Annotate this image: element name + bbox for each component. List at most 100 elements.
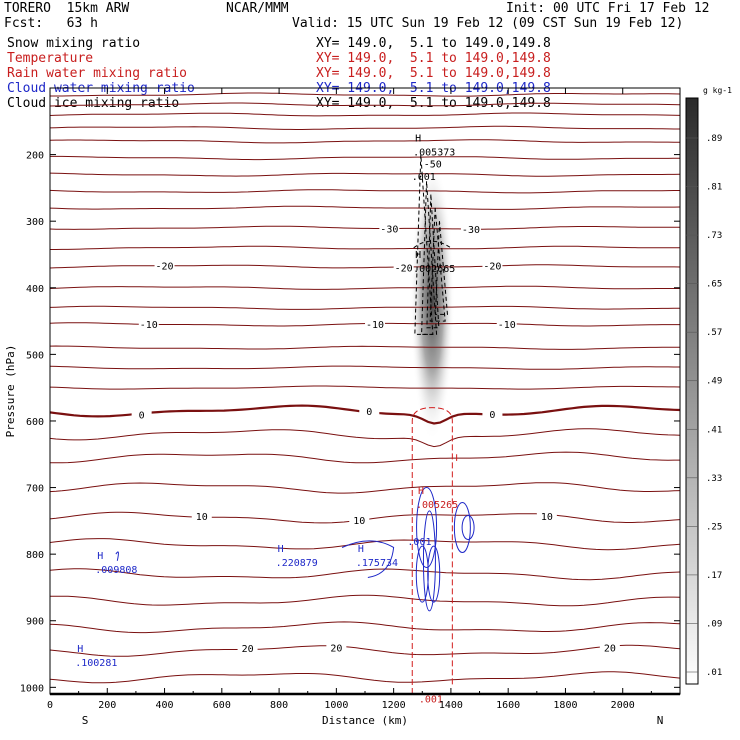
x-end-label-left: S [82, 714, 89, 727]
y-tick-label: 500 [26, 350, 44, 361]
rain-max-h: H [418, 486, 424, 497]
isotherm-label-bg [482, 408, 503, 421]
colorbar-tick-label: .25 [706, 522, 722, 532]
isotherm-label-bg [349, 513, 370, 526]
isotherm-line [50, 155, 680, 161]
center-label: NCAR/MMM [226, 1, 289, 16]
isotherm-label: 10 [353, 516, 365, 527]
isotherm-label-bg [393, 261, 414, 274]
isotherm-label-bg [154, 259, 175, 272]
x-end-label-right: N [657, 714, 664, 727]
isotherm-label-bg [599, 641, 620, 654]
legend-rain-name: Rain water mixing ratio [7, 66, 188, 81]
cloud-water-contour [461, 515, 475, 541]
y-tick-label: 700 [26, 484, 44, 495]
isotherm-label-bg [191, 510, 212, 523]
isotherm-line [49, 264, 681, 269]
isotherm-line [49, 644, 681, 657]
cloud-water-max-value: .175734 [356, 558, 398, 569]
cloud-water-max-h: H [77, 644, 83, 655]
colorbar-tick-label: .73 [706, 231, 722, 241]
isotherm-line [49, 385, 681, 390]
colorbar-bar [685, 97, 699, 685]
colorbar-tick-label: .57 [706, 328, 722, 338]
isotherm-label: 0 [139, 410, 145, 421]
snow-contour [429, 207, 446, 322]
isotherm-line [50, 451, 680, 464]
y-tick-label: 800 [26, 550, 44, 561]
chart-axes: 0 200 400 600 800 1000 1200 1400 1600 1800 2000200… [4, 87, 681, 727]
shading-colorbar: g kg-1 .89 .81 .73 .65 .57 .49 .41 .33 .25 .17 .09.… [685, 86, 732, 685]
isotherm-line [49, 538, 681, 551]
snow-max-value: .002665 [413, 264, 455, 275]
x-tick-label: 1600 [496, 700, 520, 711]
colorbar-tick-label: .89 [706, 134, 722, 144]
isotherm-label: -30 [380, 224, 398, 235]
isotherm-line [49, 125, 680, 130]
isotherm-label: -10 [140, 320, 158, 331]
isotherm-line [49, 365, 680, 370]
isotherm-line [49, 621, 681, 634]
isotherm-label-bg [460, 222, 481, 235]
isotherm-line [49, 305, 680, 310]
x-tick-label: 400 [156, 700, 174, 711]
colorbar-unit: g kg-1 [703, 86, 732, 95]
valid-time: Valid: 15 UTC Sun 19 Feb 12 (09 CST Sun … [292, 16, 684, 31]
plot-frame [49, 87, 681, 695]
snow-contour [434, 221, 448, 315]
isotherm-label: 20 [330, 644, 342, 655]
isotherm-line [49, 345, 680, 350]
cloud-water-max-h: H [97, 551, 103, 562]
y-tick-label: 1000 [20, 683, 44, 694]
cloud-water-contour [115, 551, 119, 561]
x-tick-label: 200 [98, 700, 116, 711]
snow-shading-layer [410, 161, 455, 442]
cloud-water-max-h: H [358, 544, 364, 555]
x-tick-label: 600 [213, 700, 231, 711]
colorbar-tick-label: .65 [706, 280, 722, 290]
isotherm-label-bg [326, 641, 347, 654]
snow-contour [414, 154, 434, 335]
isotherm-label: -10 [366, 320, 384, 331]
isotherm-line [50, 92, 681, 97]
cloud-water-max-value: .001 [407, 537, 431, 548]
isotherm-label: 20 [604, 643, 616, 654]
isotherm-line [49, 172, 681, 177]
x-tick-label: 2000 [611, 700, 635, 711]
isotherm-line [49, 594, 681, 607]
isotherm-label-bg [482, 259, 503, 272]
rain-contour [411, 407, 453, 694]
snow-contour-label: -50 [424, 159, 442, 170]
x-tick-label: 1400 [439, 700, 463, 711]
x-tick-label: 1200 [382, 700, 406, 711]
colorbar-tick-label: .17 [706, 571, 722, 581]
snow-max-h: H [415, 250, 421, 261]
temperature-isotherms [49, 92, 681, 684]
legend-cloud-ice-xy: XY= 149.0, 5.1 to 149.0,149.8 [316, 96, 551, 111]
x-tick-label: 1000 [324, 700, 348, 711]
isotherm-line [49, 482, 681, 494]
colorbar-tick-label: .81 [706, 183, 722, 193]
init-time: Init: 00 UTC Fri 17 Feb 12 [506, 1, 710, 16]
cloud-water-contour [422, 510, 436, 612]
legend-snow-xy: XY= 149.0, 5.1 to 149.0,149.8 [316, 36, 551, 51]
cloud-water-contour [341, 540, 395, 578]
colorbar-tick-label: .01 [706, 668, 722, 678]
forecast-hour: Fcst: 63 h [4, 16, 98, 31]
isotherm-label: 10 [196, 512, 208, 523]
snow-contour [426, 194, 440, 329]
chart-labels: -30 -30 -20 -20 -20 -10 -10 -10 0 0 0 10 10 10 20 20 20 H… [75, 133, 620, 706]
snow-shading-column [410, 161, 455, 442]
isotherm-line [49, 139, 680, 144]
isotherm-label-bg [131, 408, 152, 421]
cloud-water-max-value: .220879 [276, 558, 318, 569]
isotherm-label: 10 [541, 512, 553, 523]
y-tick-label: 200 [26, 151, 44, 162]
y-axis-label: Pressure (hPa) [4, 345, 17, 438]
isotherm-line [49, 285, 680, 290]
isotherm-line [49, 671, 681, 684]
rain-max-value: .005265 [416, 500, 458, 511]
legend-temperature-name: Temperature [7, 51, 94, 66]
isotherm-label-bg [237, 642, 258, 655]
legend-temperature-xy: XY= 149.0, 5.1 to 149.0,149.8 [316, 51, 551, 66]
